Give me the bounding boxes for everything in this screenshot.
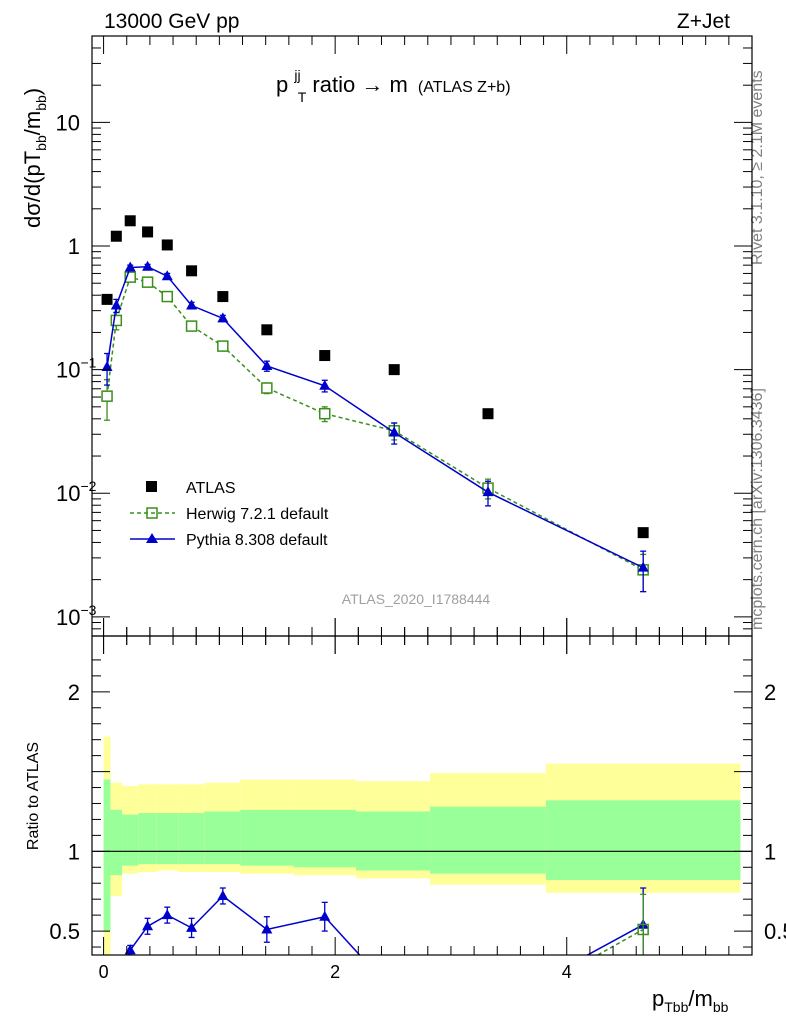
ratio-y-tick-label-right: 1 (764, 839, 776, 864)
ratio-pythia-point (142, 920, 154, 931)
atlas-data-point (637, 527, 649, 539)
herwig-data-point (110, 314, 123, 327)
uncertainty-band-inner (545, 800, 741, 881)
pythia-series-line (106, 265, 644, 569)
x-axis-label: pTbb/mbb (652, 986, 729, 1015)
legend: ATLAS Herwig 7.2.1 default Pythia 8.308 … (130, 480, 329, 549)
atlas-data-point (482, 408, 494, 420)
pythia-data-point (261, 359, 273, 370)
uncertainty-band-inner (138, 813, 157, 865)
analysis-watermark: ATLAS_2020_I1788444 (342, 591, 491, 607)
ratio-y-tick-label-left: 0.5 (49, 919, 80, 944)
plot-title-sup: jj (293, 67, 300, 83)
atlas-data-point (142, 226, 154, 238)
ratio-pythia-point (161, 909, 173, 920)
main-y-tick-label: 10−1 (56, 355, 97, 383)
plot-title-main: p (276, 72, 288, 97)
pythia-data-point (637, 561, 649, 572)
pythia-data-point (388, 426, 400, 437)
uncertainty-band-inner (293, 809, 356, 868)
atlas-data-point (186, 265, 198, 277)
legend-atlas-marker (146, 481, 157, 492)
ratio-plot-area (92, 736, 752, 955)
herwig-data-point (141, 276, 154, 288)
pythia-data-point (142, 260, 154, 271)
uncertainty-band-inner (122, 814, 139, 866)
uncertainty-band-inner (178, 813, 205, 865)
ratio-y-tick-label-left: 2 (68, 680, 80, 705)
ratio-y-axis-label: Ratio to ATLAS (25, 742, 42, 850)
svg-text:p jj T rati: p jj T ratio → m (ATLAS Z+b) (276, 60, 511, 107)
uncertainty-band-inner (356, 811, 431, 871)
uncertainty-band-inner (103, 779, 111, 932)
process-label: Z+Jet (677, 10, 730, 33)
ratio-pythia-point (261, 923, 273, 934)
x-tick-label: 0 (99, 962, 109, 982)
uncertainty-band-inner (156, 813, 179, 865)
ratio-series-line (324, 916, 361, 955)
herwig-data-point (101, 390, 113, 402)
pythia-data-point (217, 312, 229, 323)
atlas-data-point (110, 230, 122, 242)
pythia-data-point (482, 486, 494, 497)
uncertainty-band-inner (430, 806, 546, 874)
legend-pythia-marker (146, 533, 158, 543)
ratio-series-line (129, 894, 325, 951)
herwig-data-point (161, 290, 174, 303)
main-y-tick-label: 10−3 (56, 602, 97, 630)
pythia-data-point (319, 379, 331, 390)
herwig-data-point (185, 320, 198, 332)
x-tick-label: 4 (562, 962, 572, 982)
energy-label: 13000 GeV pp (104, 10, 239, 33)
atlas-data-point (261, 324, 273, 336)
pythia-data-point (124, 261, 136, 272)
main-y-tick-label: 1 (68, 234, 80, 259)
ratio-y-tick-label-left: 1 (68, 839, 80, 864)
legend-atlas-label: ATLAS (186, 480, 236, 497)
mcplots-label: mcplots.cern.ch [arXiv:1306.3436] (749, 388, 766, 630)
ratio-pythia-point (186, 921, 198, 932)
atlas-data-point (217, 291, 229, 303)
atlas-data-point (319, 350, 331, 362)
pythia-data-point (110, 299, 122, 310)
pythia-data-point (161, 270, 173, 281)
ratio-panel-frame (91, 635, 753, 956)
atlas-data-point (101, 293, 113, 305)
main-y-axis-label: dσ/d(pTbb/mbb) (20, 88, 49, 228)
herwig-data-point (217, 340, 229, 352)
plot-title-rest: ratio → m (312, 72, 407, 97)
main-y-tick-label: 10−2 (56, 478, 97, 506)
legend-herwig-label: Herwig 7.2.1 default (186, 506, 329, 523)
herwig-data-point (124, 271, 136, 283)
ratio-y-tick-label-right: 2 (764, 680, 776, 705)
ratio-series-line (596, 928, 644, 955)
herwig-series-line (106, 276, 644, 571)
herwig-data-point (318, 407, 331, 420)
atlas-data-point (124, 215, 136, 227)
uncertainty-band-inner (240, 809, 294, 866)
atlas-data-point (161, 239, 173, 251)
ratio-pythia-point (124, 944, 136, 955)
ratio-series-line (585, 924, 644, 955)
uncertainty-band-inner (110, 809, 123, 876)
main-y-tick-label: 10 (56, 110, 80, 135)
plot-title-small: (ATLAS Z+b) (418, 79, 511, 96)
ratio-pythia-point (217, 889, 229, 900)
herwig-data-point (261, 382, 273, 394)
ratio-herwig-point (637, 923, 649, 936)
pythia-data-point (101, 361, 113, 372)
main-plot-area (101, 215, 649, 593)
legend-herwig-marker (146, 507, 158, 519)
pythia-data-point (186, 299, 198, 310)
legend-pythia-label: Pythia 8.308 default (186, 532, 328, 549)
plot-title: p jj T ratio → m (ATLAS Z+b) (276, 60, 511, 107)
plot-title-sub: T (298, 89, 307, 105)
ratio-pythia-point (319, 910, 331, 921)
rivet-label: Rivet 3.1.10, ≥ 2.1M events (749, 70, 766, 265)
uncertainty-band-inner (204, 811, 241, 865)
ratio-y-tick-label-right: 0.5 (764, 919, 786, 944)
atlas-data-point (388, 364, 400, 376)
x-tick-label: 2 (330, 962, 340, 982)
